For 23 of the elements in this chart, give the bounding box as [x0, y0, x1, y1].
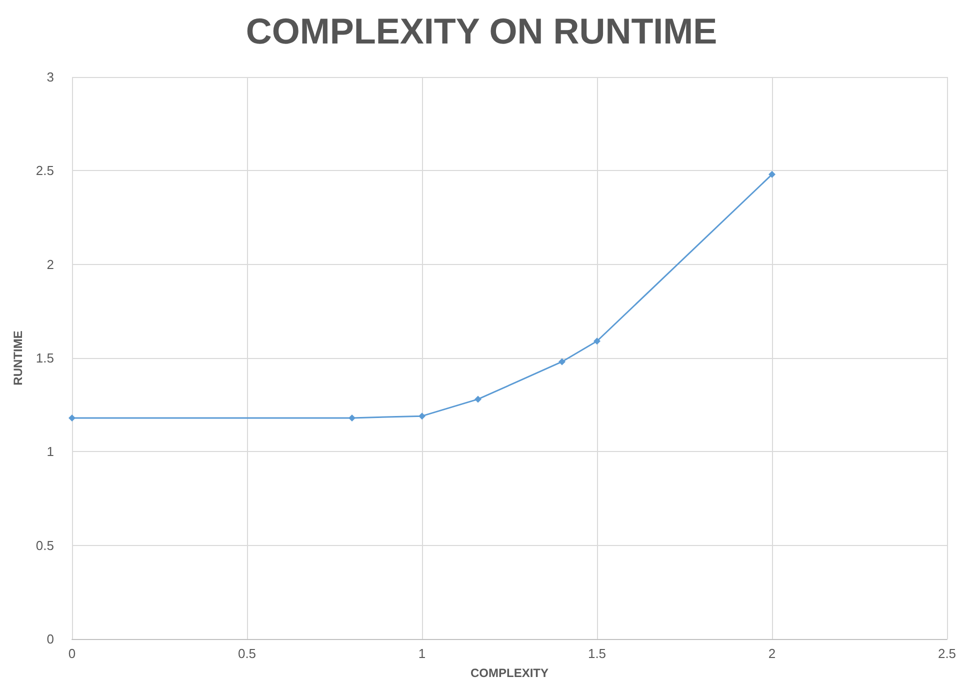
point [68, 414, 76, 422]
x-axis-title: COMPLEXITY [470, 666, 549, 680]
y-tick-label: 3 [46, 70, 54, 84]
x-tick-label: 0 [68, 646, 76, 661]
point [558, 358, 566, 366]
point [768, 170, 776, 178]
y-tick-label: 0.5 [36, 538, 54, 553]
x-tick-label: 1 [418, 646, 426, 661]
y-axis-title: RUNTIME [11, 330, 25, 386]
x-tick-label: 2 [768, 646, 776, 661]
point [418, 412, 426, 420]
y-tick-label: 2 [46, 256, 54, 272]
point [594, 338, 600, 345]
y-tick-label: 1.5 [36, 350, 54, 366]
chart-title: COMPLEXITY ON RUNTIME [246, 10, 718, 52]
y-tick-label: 0 [46, 632, 54, 646]
point [474, 396, 482, 403]
point [348, 414, 356, 422]
x-tick-label: 2.5 [938, 646, 956, 661]
y-tick-label: 1 [46, 444, 54, 460]
x-tick-label: 1.5 [588, 646, 606, 661]
y-tick-label: 2.5 [36, 163, 54, 178]
x-tick-label: 0.5 [238, 646, 256, 661]
